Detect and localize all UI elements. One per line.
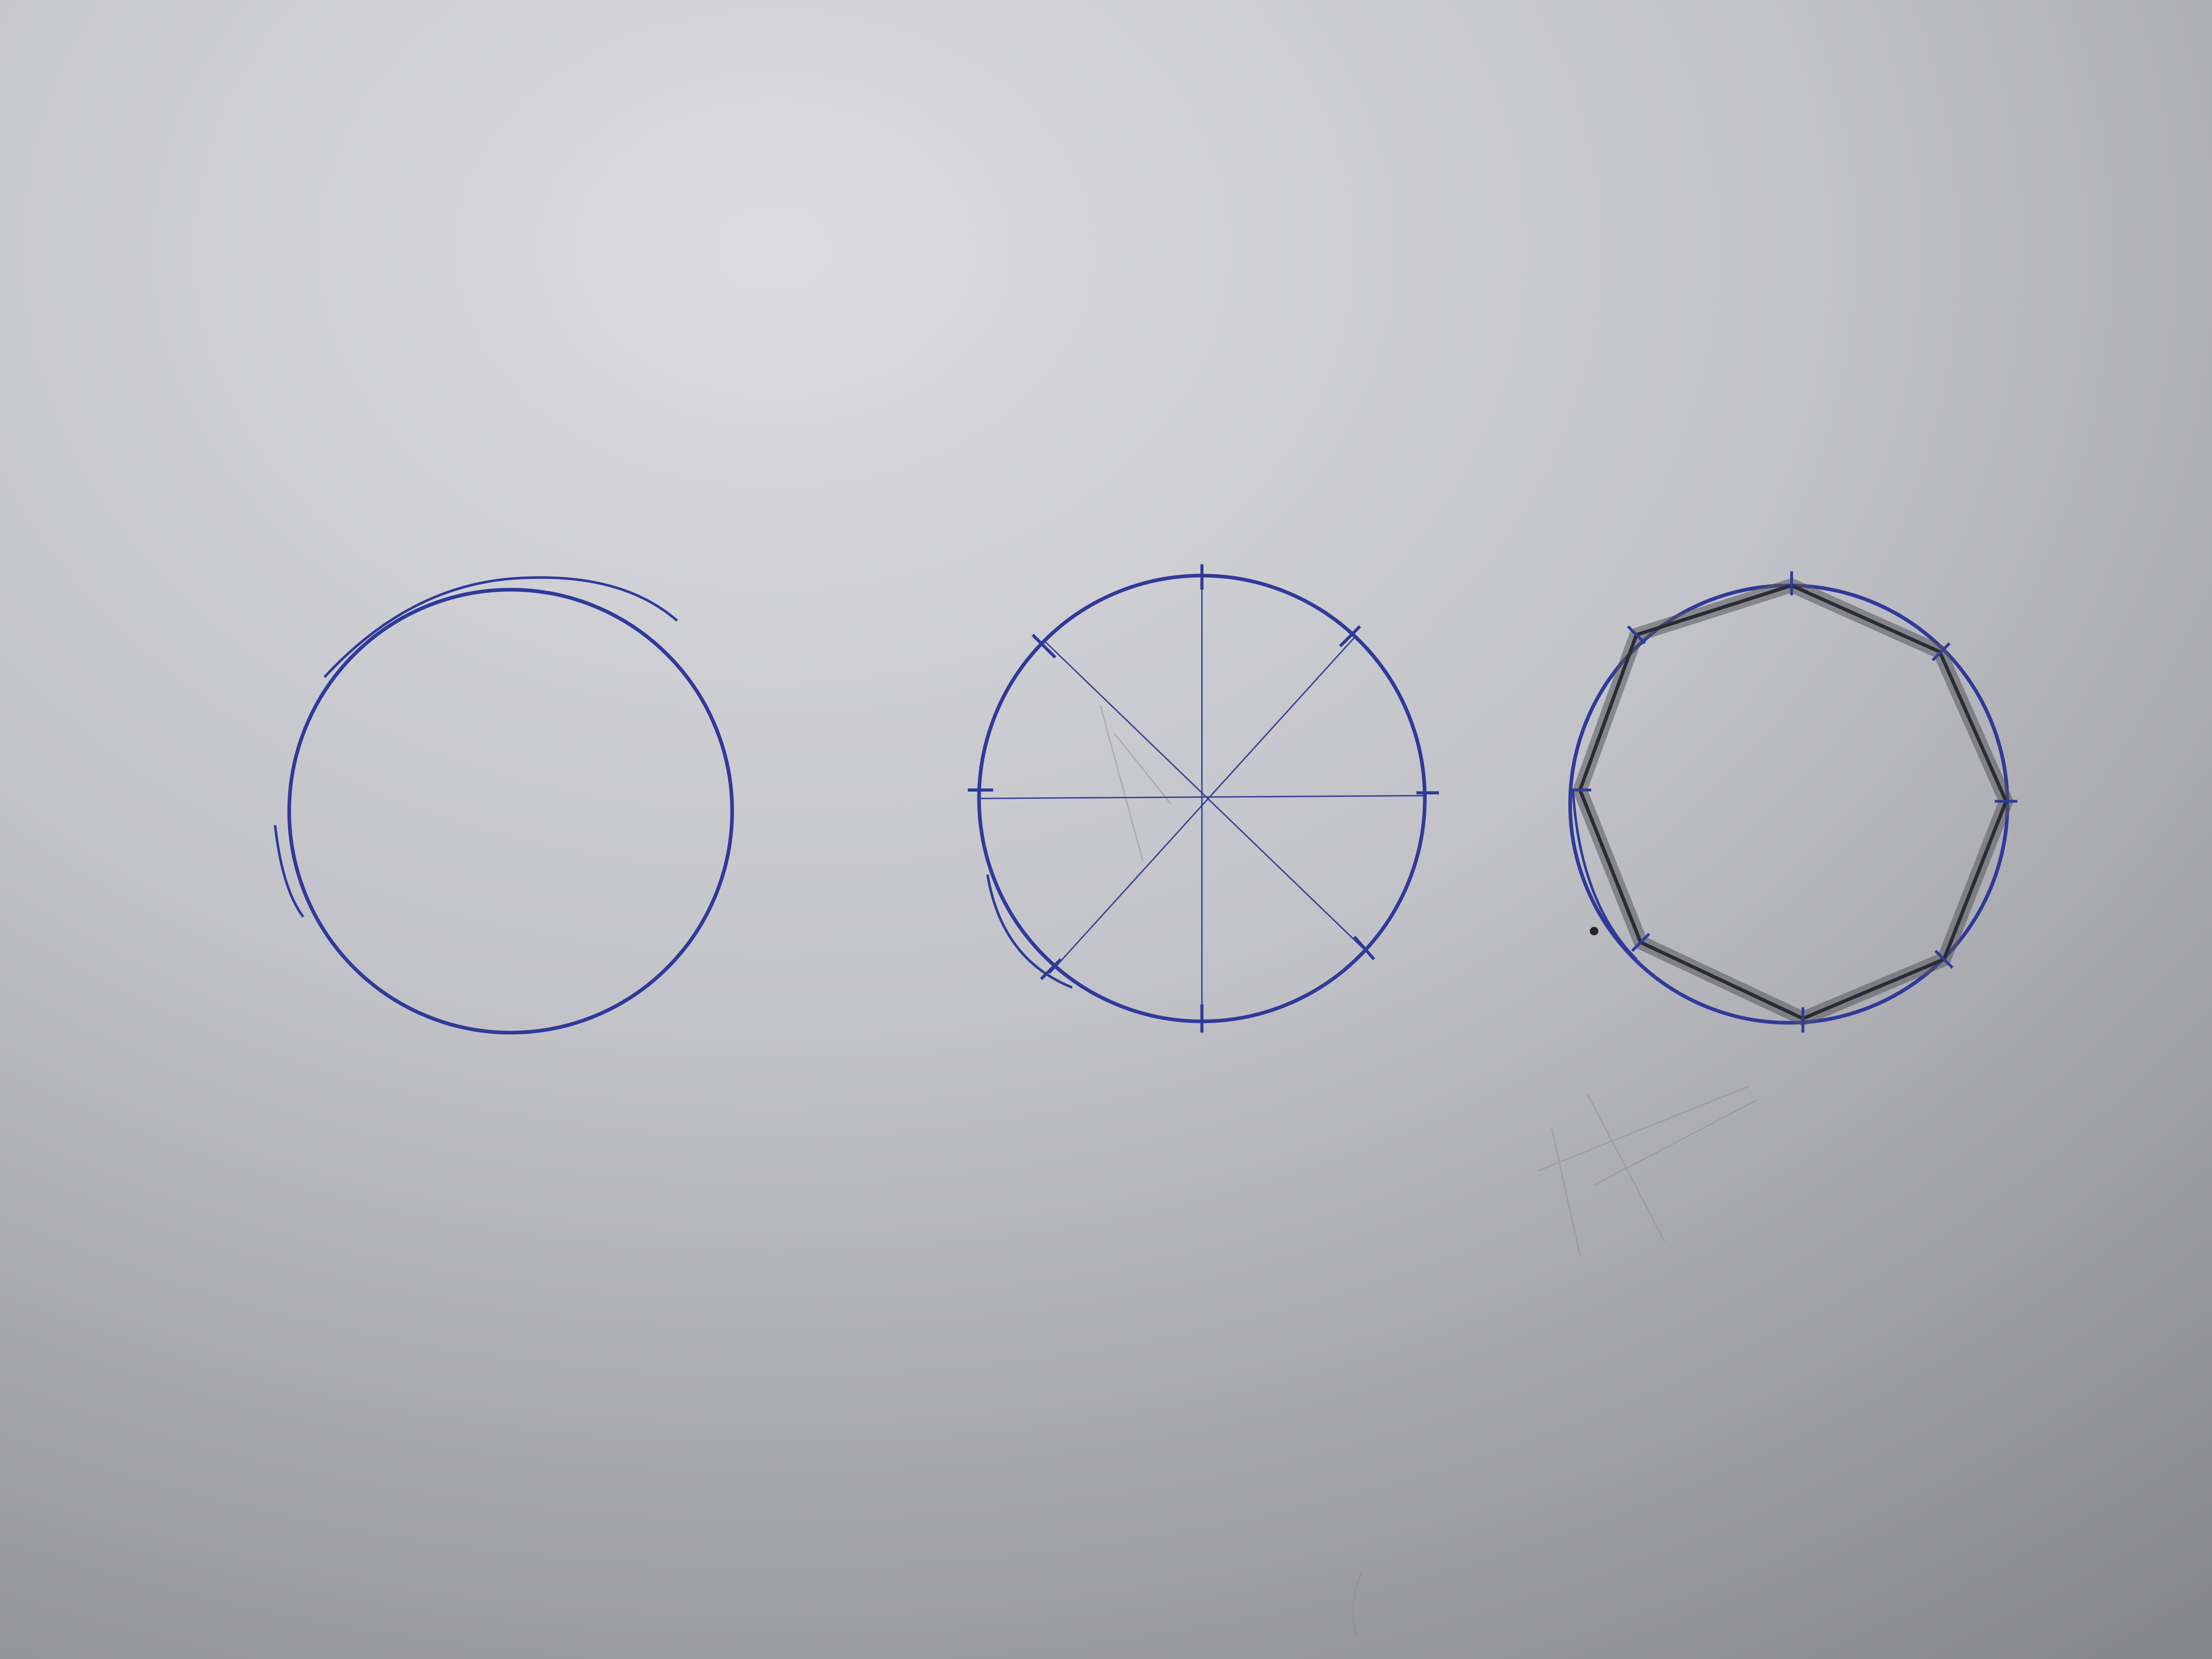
smudges <box>1099 705 1757 1637</box>
overstroke <box>323 576 678 678</box>
overstroke <box>986 874 1073 989</box>
diagonal-line <box>1049 637 1355 974</box>
circle-three <box>1568 571 2018 1033</box>
pencil-dot <box>1590 926 1599 936</box>
tick <box>1934 950 1954 969</box>
pencil-marks <box>1537 1085 1757 1256</box>
horizontal-line <box>979 795 1425 799</box>
circle <box>287 588 734 1035</box>
tick <box>1353 936 1375 961</box>
circle-two <box>968 564 1439 1033</box>
overstroke <box>1572 790 1637 961</box>
tick <box>1932 642 1951 661</box>
circle-one <box>274 576 734 1035</box>
tick-marks <box>1568 571 2018 1033</box>
diagonal-line <box>1043 640 1363 949</box>
tick <box>1631 933 1650 952</box>
tick <box>1339 625 1361 648</box>
tick <box>1031 634 1057 659</box>
diameters <box>979 576 1425 1022</box>
overstroke <box>274 825 304 918</box>
tick <box>1627 625 1646 645</box>
tick-marks <box>968 564 1439 1033</box>
tick <box>1040 958 1062 980</box>
hair <box>1352 1573 1362 1637</box>
eraser-marks <box>1099 705 1172 861</box>
